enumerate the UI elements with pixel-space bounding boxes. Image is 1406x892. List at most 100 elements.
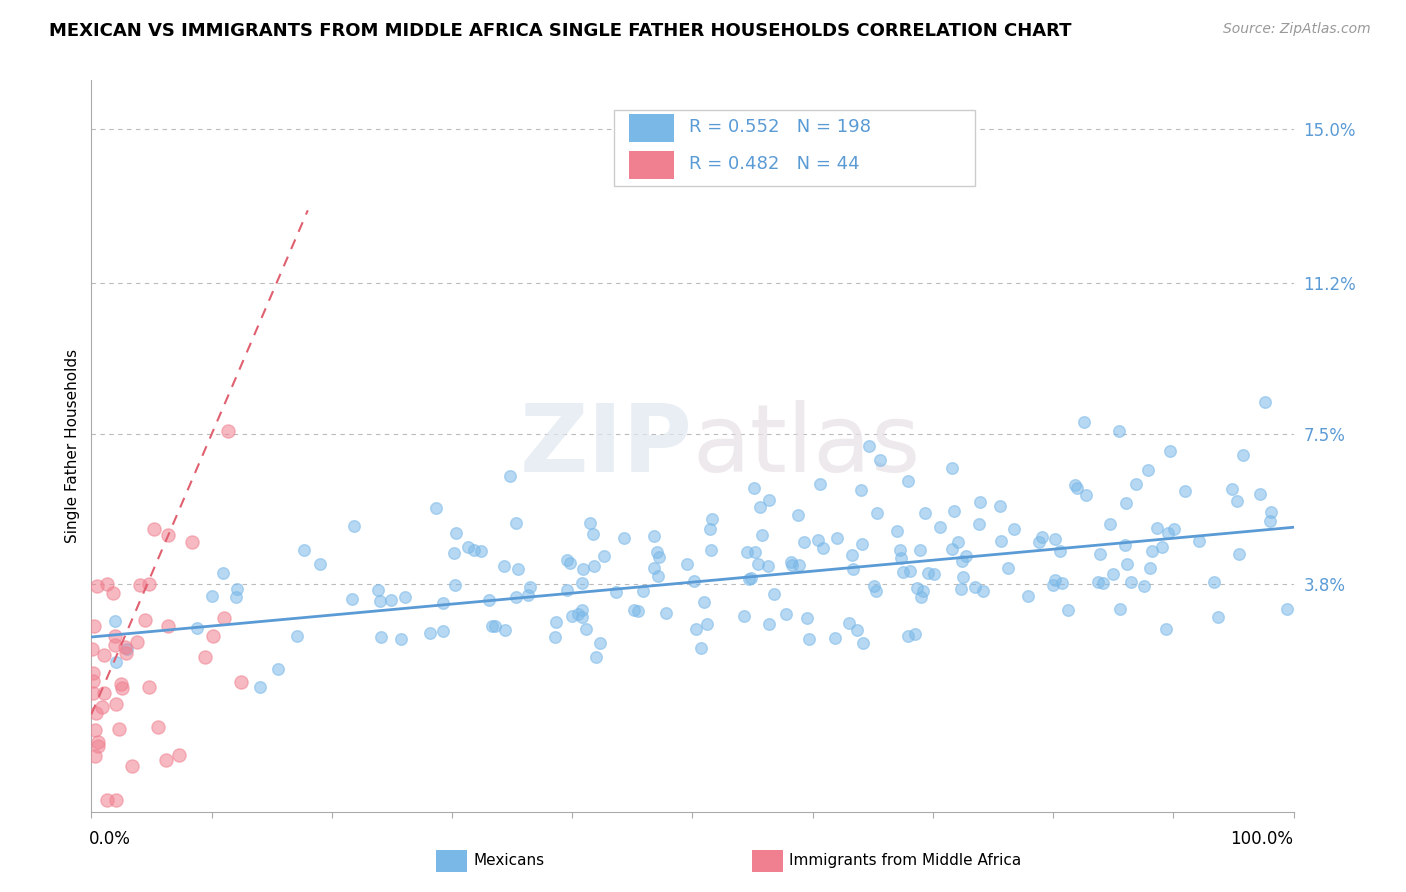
Point (83, 618, 105, 632)
Point (104, 655, 127, 669)
Point (367, 582, 389, 597)
Point (167, 747, 190, 762)
Point (1087, 574, 1109, 589)
Point (1227, 547, 1250, 561)
Point (143, 523, 166, 537)
Point (592, 549, 614, 563)
Point (544, 630, 567, 644)
Point (1066, 481, 1088, 495)
Point (561, 609, 583, 624)
Point (1232, 448, 1254, 462)
Point (1002, 522, 1025, 536)
Point (492, 559, 515, 574)
Point (1031, 530, 1053, 544)
Point (740, 571, 762, 585)
Point (470, 544, 492, 558)
Point (484, 618, 506, 632)
Point (589, 636, 612, 650)
Point (779, 556, 801, 570)
Point (212, 566, 235, 580)
Point (1049, 543, 1071, 558)
Point (605, 585, 627, 599)
Point (567, 607, 589, 621)
Point (990, 533, 1012, 548)
Point (941, 461, 963, 475)
Point (643, 560, 665, 574)
Point (229, 675, 252, 690)
Point (432, 597, 454, 611)
Point (1088, 547, 1111, 561)
Point (904, 627, 927, 641)
Text: R = 0.552   N = 198: R = 0.552 N = 198 (689, 119, 870, 136)
Point (1174, 484, 1197, 499)
Point (93, 686, 115, 700)
Point (1098, 517, 1121, 532)
Point (117, 641, 139, 656)
Point (917, 566, 939, 580)
Point (1108, 424, 1130, 438)
Point (865, 583, 887, 598)
Point (763, 586, 786, 600)
Point (969, 495, 991, 509)
Point (869, 452, 891, 467)
Point (340, 592, 363, 607)
Point (967, 517, 990, 532)
Point (558, 556, 581, 570)
Point (1119, 574, 1142, 589)
Point (775, 607, 797, 622)
Point (841, 548, 863, 562)
Point (1101, 567, 1123, 582)
Point (683, 574, 706, 588)
Point (897, 629, 920, 643)
Point (425, 500, 447, 515)
Point (84, 749, 107, 764)
Point (114, 640, 136, 654)
Point (689, 640, 711, 655)
Point (157, 528, 180, 542)
Point (508, 562, 530, 576)
Point (890, 551, 912, 566)
Point (626, 604, 648, 618)
Point (886, 524, 908, 539)
Point (845, 623, 868, 637)
Point (389, 632, 412, 646)
Point (499, 468, 522, 483)
Point (1260, 505, 1282, 519)
Point (647, 569, 669, 583)
Point (419, 626, 441, 640)
Point (87, 735, 110, 749)
Point (571, 610, 593, 624)
Point (444, 578, 467, 592)
Point (623, 603, 645, 617)
Point (87, 739, 110, 754)
Point (897, 475, 920, 489)
Point (103, 614, 125, 628)
Point (583, 558, 606, 573)
Point (505, 516, 527, 530)
Point (579, 516, 602, 530)
Point (111, 681, 134, 695)
Point (457, 540, 479, 554)
Point (519, 580, 541, 594)
Point (292, 543, 315, 558)
Point (613, 531, 636, 545)
Point (212, 610, 235, 624)
Point (1254, 394, 1277, 409)
Point (1115, 495, 1137, 509)
Point (643, 529, 665, 543)
Point (134, 613, 156, 627)
Point (110, 677, 132, 691)
Point (1133, 579, 1156, 593)
Point (952, 569, 974, 583)
Point (443, 546, 465, 560)
Point (851, 536, 873, 550)
Point (813, 541, 835, 555)
Point (1140, 543, 1163, 558)
Point (808, 477, 831, 491)
Point (1204, 575, 1226, 590)
Point (910, 543, 932, 558)
Point (342, 518, 364, 533)
Point (156, 619, 179, 633)
Point (1249, 487, 1271, 501)
Text: R = 0.482   N = 44: R = 0.482 N = 44 (689, 155, 859, 173)
